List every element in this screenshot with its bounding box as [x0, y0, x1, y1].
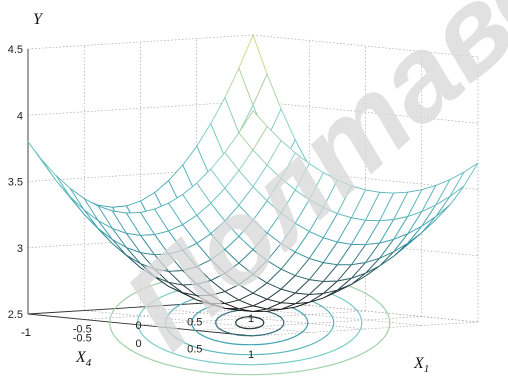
x1-tick-label: -1: [21, 327, 31, 339]
z-tick-label: 3.5: [8, 177, 23, 189]
mesh-cell: [238, 109, 268, 151]
x1-tick-label: 1: [248, 349, 254, 361]
tick-labels: 4.543.532.5-1 -0.5 0 0.5 110.50-0.5-1: [8, 44, 254, 361]
surface-mesh: [27, 33, 479, 312]
grid-line: [140, 306, 366, 330]
z-tick-label: 4: [17, 110, 23, 122]
x1-axis-line: [27, 313, 254, 337]
z-tick-label: 4.5: [8, 44, 23, 56]
x4-axis-label: X4: [75, 349, 92, 369]
grid-line: [84, 310, 310, 333]
x1-tick-label: -0.5: [73, 333, 92, 345]
grid-line: [252, 299, 479, 323]
x4-tick-label: -0.5: [73, 324, 92, 336]
grid-line: [27, 34, 254, 50]
x4-tick-label: -1: [21, 327, 31, 339]
grid-line: [252, 321, 479, 337]
grid-line: [252, 167, 479, 190]
grid-line: [252, 34, 479, 58]
x4-tick-label: 0.5: [187, 317, 202, 329]
x1-tick-label: 0.5: [187, 344, 202, 356]
grid-line: [196, 303, 422, 326]
mesh-cell: [55, 175, 85, 211]
z-tick-label: 3: [17, 243, 23, 255]
y-axis-label: Y: [33, 11, 44, 28]
x4-tick-label: 1: [248, 313, 254, 325]
grid-line: [27, 167, 254, 182]
grid-line: [27, 100, 254, 116]
grid-line: [252, 100, 479, 124]
grid-line: [196, 316, 422, 331]
contour-line: [235, 316, 265, 330]
x1-tick-label: 0: [135, 338, 141, 350]
z-tick-label: 2.5: [8, 309, 23, 321]
x1-axis-label: X1: [413, 355, 429, 375]
x4-tick-label: 0: [135, 320, 141, 332]
